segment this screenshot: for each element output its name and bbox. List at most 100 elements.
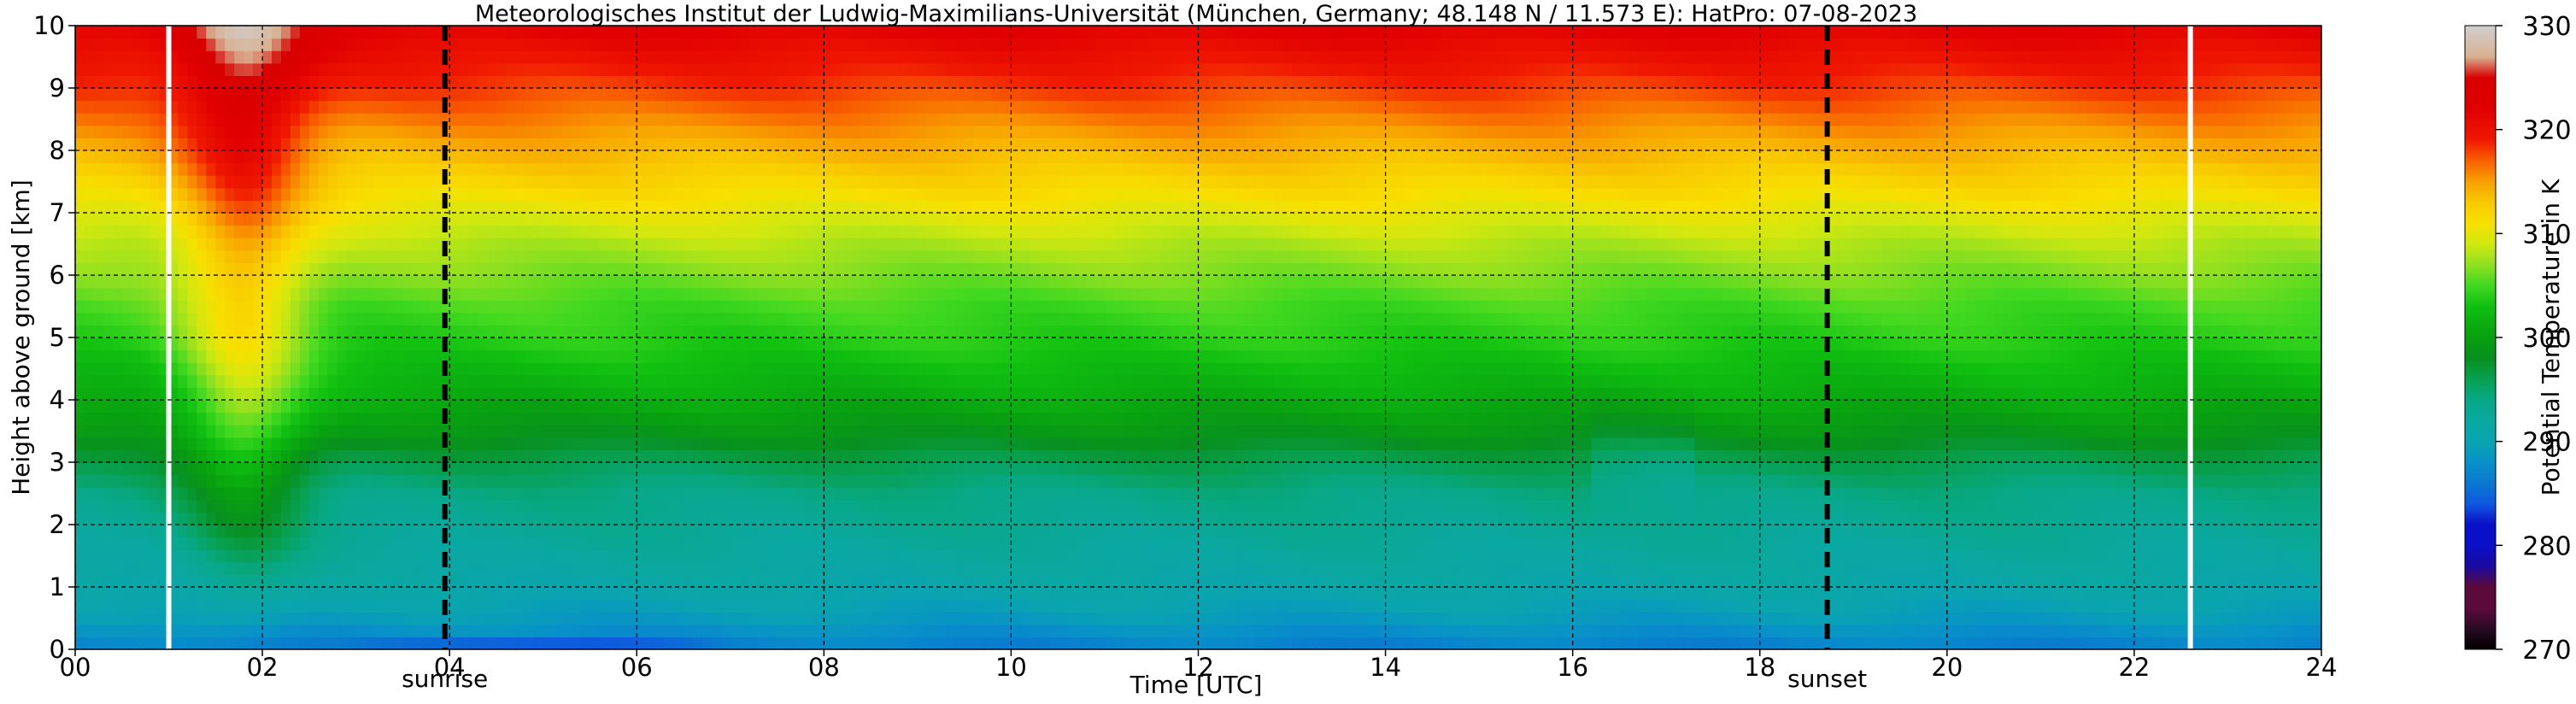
- heatmap-cell: [684, 100, 694, 114]
- heatmap-cell: [478, 525, 488, 538]
- heatmap-cell: [318, 300, 329, 314]
- heatmap-cell: [206, 487, 216, 501]
- heatmap-cell: [637, 213, 647, 226]
- heatmap-cell: [533, 175, 544, 189]
- heatmap-cell: [992, 162, 1003, 176]
- heatmap-cell: [973, 175, 984, 189]
- heatmap-cell: [608, 88, 619, 102]
- heatmap-cell: [290, 249, 301, 263]
- heatmap-cell: [93, 50, 104, 64]
- heatmap-cell: [140, 88, 151, 102]
- heatmap-cell: [945, 549, 956, 563]
- heatmap-cell: [786, 624, 797, 637]
- heatmap-cell: [327, 374, 338, 388]
- heatmap-cell: [907, 487, 918, 501]
- heatmap-cell: [599, 262, 609, 276]
- heatmap-cell: [730, 374, 741, 388]
- heatmap-cell: [880, 599, 890, 613]
- heatmap-cell: [103, 50, 114, 64]
- heatmap-cell: [945, 213, 956, 226]
- heatmap-cell: [524, 125, 535, 138]
- heatmap-cell: [898, 437, 909, 450]
- heatmap-cell: [84, 249, 95, 263]
- heatmap-cell: [468, 549, 478, 563]
- heatmap-cell: [206, 287, 216, 301]
- heatmap-cell: [346, 599, 357, 613]
- heatmap-cell: [701, 125, 713, 138]
- heatmap-cell: [505, 187, 516, 201]
- heatmap-cell: [440, 349, 450, 363]
- heatmap-cell: [590, 249, 601, 263]
- heatmap-cell: [739, 249, 750, 263]
- heatmap-cell: [412, 525, 422, 538]
- heatmap-cell: [206, 200, 216, 214]
- heatmap-cell: [272, 225, 282, 238]
- heatmap-cell: [767, 425, 778, 438]
- heatmap-cell: [290, 349, 301, 363]
- heatmap-cell: [197, 225, 207, 238]
- heatmap-cell: [748, 349, 760, 363]
- heatmap-cell: [440, 38, 450, 51]
- heatmap-cell: [880, 200, 890, 214]
- heatmap-cell: [449, 412, 460, 425]
- heatmap-cell: [272, 113, 282, 126]
- heatmap-cell: [365, 612, 376, 625]
- heatmap-cell: [524, 26, 535, 39]
- heatmap-cell: [758, 437, 769, 450]
- heatmap-cell: [665, 50, 675, 64]
- heatmap-cell: [684, 175, 694, 189]
- heatmap-cell: [365, 38, 376, 51]
- heatmap-cell: [786, 337, 797, 351]
- heatmap-cell: [355, 400, 367, 414]
- heatmap-cell: [767, 249, 778, 263]
- heatmap-cell: [486, 499, 497, 513]
- heatmap-cell: [618, 75, 628, 89]
- heatmap-cell: [898, 499, 909, 513]
- heatmap-cell: [926, 474, 937, 488]
- heatmap-cell: [225, 499, 235, 513]
- heatmap-cell: [533, 349, 544, 363]
- heatmap-cell: [917, 88, 928, 102]
- heatmap-cell: [459, 300, 469, 314]
- heatmap-cell: [692, 175, 703, 189]
- heatmap-cell: [692, 587, 703, 601]
- heatmap-cell: [337, 26, 348, 39]
- heatmap-cell: [140, 300, 151, 314]
- heatmap-cell: [533, 287, 544, 301]
- heatmap-cell: [187, 238, 197, 251]
- heatmap-cell: [871, 349, 881, 363]
- heatmap-cell: [524, 138, 535, 151]
- heatmap-cell: [384, 574, 395, 588]
- heatmap-cell: [926, 88, 937, 102]
- heatmap-cell: [795, 462, 807, 476]
- heatmap-cell: [871, 574, 881, 588]
- heatmap-cell: [459, 400, 469, 414]
- heatmap-cell: [234, 637, 244, 649]
- heatmap-cell: [983, 225, 994, 238]
- heatmap-cell: [299, 26, 310, 39]
- heatmap-cell: [299, 249, 310, 263]
- heatmap-cell: [318, 213, 329, 226]
- heatmap-cell: [374, 38, 385, 51]
- heatmap-cell: [926, 574, 937, 588]
- heatmap-cell: [618, 549, 628, 563]
- heatmap-cell: [262, 26, 273, 39]
- heatmap-cell: [608, 574, 619, 588]
- heatmap-cell: [524, 549, 535, 563]
- heatmap-cell: [272, 312, 282, 326]
- heatmap-cell: [777, 225, 788, 238]
- heatmap-cell: [964, 487, 975, 501]
- heatmap-cell: [318, 275, 329, 289]
- heatmap-cell: [393, 262, 403, 276]
- heatmap-cell: [486, 561, 497, 575]
- heatmap-cell: [318, 175, 329, 189]
- heatmap-cell: [814, 462, 824, 476]
- heatmap-cell: [272, 162, 282, 176]
- heatmap-cell: [618, 150, 628, 164]
- heatmap-cell: [244, 287, 254, 301]
- heatmap-cell: [590, 238, 601, 251]
- heatmap-cell: [299, 425, 310, 438]
- heatmap-cell: [852, 412, 862, 425]
- heatmap-cell: [786, 599, 797, 613]
- heatmap-cell: [945, 425, 956, 438]
